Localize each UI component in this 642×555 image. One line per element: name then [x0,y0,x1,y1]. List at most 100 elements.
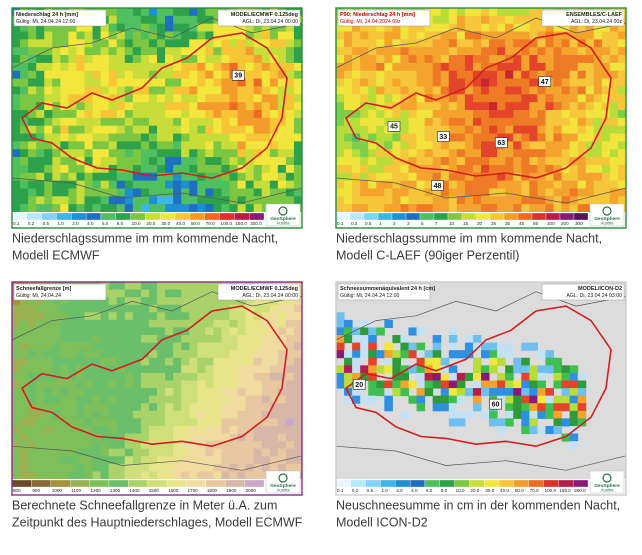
map-cell [157,188,166,197]
map-cell [360,180,369,189]
map-cell [285,133,295,142]
map-cell [285,157,295,166]
map-cell [181,204,190,213]
map-cell [464,388,474,397]
map-cell [456,39,466,48]
map-cell [245,448,255,457]
map-cell [237,456,247,465]
map-cell [376,196,385,205]
map-cell [497,15,506,25]
marker-label: 20 [355,382,363,389]
map-cell [44,39,53,48]
map-cell [261,62,271,72]
map-cell [197,39,206,48]
map-cell [609,102,619,111]
map-cell [173,312,182,321]
map-cell [132,463,142,472]
map-cell [132,448,142,457]
map-cell [585,23,595,33]
map-cell [593,164,603,174]
map-cell [213,403,222,412]
map-cell [44,365,53,374]
map-cell [609,196,619,205]
map-cell [205,39,214,48]
map-cell [197,62,206,72]
map-cell [12,395,21,404]
map-cell [157,94,166,103]
map-cell [237,47,247,56]
map-cell [181,102,190,111]
map-cell [400,204,409,213]
map-cell [253,471,263,480]
map-cell [76,31,85,40]
map-cell [237,133,247,142]
map-cell [20,70,29,80]
map-cell [140,188,150,197]
map-cell [213,47,222,56]
map-cell [124,357,134,366]
map-cell [189,8,198,17]
map-cell [384,70,393,80]
map-cell [253,70,263,80]
map-cell [229,39,239,48]
map-cell [336,47,345,56]
map-cell [68,149,77,158]
map-cell [36,335,45,344]
map-cell [529,110,538,119]
map-cell [432,62,442,72]
map-cell [293,117,302,127]
map-cell [424,388,434,397]
map-cell [237,319,247,328]
map-cell [400,78,409,87]
legend-label: 300 [575,221,583,226]
map-cell [28,410,37,419]
header-run: AGL: Di, 23.04.24 00:00 [242,293,298,299]
map-cell [593,23,603,33]
map-cell [116,8,126,17]
map-cell [116,456,126,465]
map-cell [261,297,271,306]
map-cell [157,47,166,56]
map-cell [157,289,166,298]
map-cell [448,410,458,419]
map-cell [408,70,418,80]
map-cell [432,172,442,182]
map-cell [384,319,393,328]
map-cell [376,110,385,119]
marker-box [489,398,502,410]
map-cell [336,188,345,197]
map-cell [269,39,279,48]
map-cell [269,380,279,389]
map-cell [165,164,174,174]
map-cell [197,312,206,321]
map-cell [368,133,377,142]
map-cell [44,388,53,397]
map-cell [52,55,61,64]
map-cell [68,62,77,72]
map-cell [148,23,158,33]
map-cell [229,433,239,442]
marker-label: 47 [541,79,549,86]
map-cell [36,188,45,197]
map-cell [148,388,158,397]
map-cell [293,418,302,427]
map-cell [424,380,434,389]
map-cell [521,149,530,158]
map-cell [569,62,579,72]
map-cell [293,157,302,166]
map-cell [20,395,29,404]
map-cell [360,125,369,135]
map-cell [489,86,498,95]
map-cell [84,365,94,374]
map-cell [336,62,345,72]
map-cell [229,196,239,205]
map-cell [497,204,506,213]
map-cell [376,86,385,95]
map-cell [197,180,206,189]
map-cell [92,312,102,321]
map-cell [285,23,295,33]
map-panel: Niederschlag 24 h [mm]Gültig: Mi, 24.04.… [11,7,303,229]
map-cell [424,55,434,64]
map-cell [448,327,458,336]
map-cell [481,133,490,142]
